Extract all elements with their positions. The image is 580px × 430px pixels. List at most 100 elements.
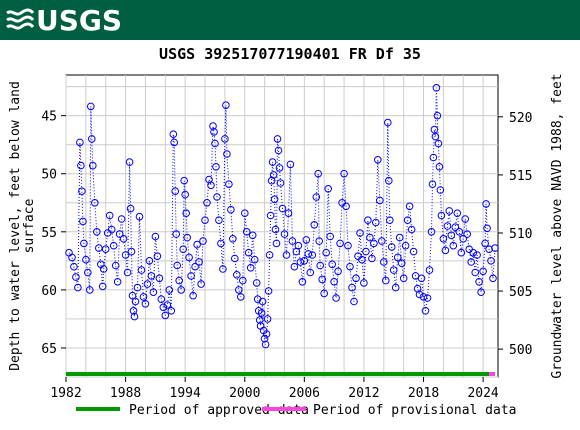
data-point xyxy=(113,278,122,286)
y-right-tick-label: 515 xyxy=(509,169,532,184)
data-point xyxy=(219,265,227,273)
data-point xyxy=(141,300,150,308)
data-point xyxy=(475,278,483,286)
data-point xyxy=(437,211,446,220)
data-point xyxy=(117,215,126,223)
data-point xyxy=(84,268,92,277)
data-point xyxy=(87,102,95,111)
data-point xyxy=(278,204,287,213)
approved-period-bar xyxy=(66,372,490,376)
data-point xyxy=(248,231,257,240)
y-axis-left-label-line2: surface xyxy=(22,198,37,253)
data-point xyxy=(489,274,497,283)
data-point xyxy=(129,307,138,315)
x-tick-label: 1982 xyxy=(50,386,81,401)
data-point xyxy=(182,209,190,217)
data-point xyxy=(242,228,251,236)
data-point xyxy=(167,307,176,315)
data-point xyxy=(316,261,325,270)
data-point xyxy=(261,340,270,349)
data-point xyxy=(461,215,470,223)
data-point xyxy=(434,139,443,148)
data-point xyxy=(127,247,136,256)
data-point xyxy=(290,262,299,271)
data-point xyxy=(128,291,137,300)
data-point xyxy=(477,288,485,296)
data-point xyxy=(252,279,261,287)
data-point xyxy=(425,266,434,274)
data-point xyxy=(451,223,460,231)
data-point xyxy=(163,301,172,309)
y-right-tick-label: 505 xyxy=(509,285,532,300)
data-point xyxy=(315,237,324,245)
data-point xyxy=(482,200,490,208)
data-point xyxy=(294,241,303,250)
chart-title: USGS 392517077190401 FR Df 35 xyxy=(159,45,421,63)
data-point xyxy=(318,275,327,284)
data-point xyxy=(177,286,185,294)
data-point xyxy=(86,286,94,294)
data-point xyxy=(306,268,315,277)
y-left-tick-label: 45 xyxy=(41,110,57,125)
data-point xyxy=(98,282,107,291)
data-point xyxy=(171,187,179,195)
data-point xyxy=(336,239,344,248)
data-point xyxy=(207,181,215,190)
data-point xyxy=(298,278,307,286)
data-point xyxy=(405,202,414,211)
data-point xyxy=(155,274,164,283)
data-point xyxy=(275,164,284,172)
data-point xyxy=(223,150,231,158)
data-point xyxy=(322,248,331,257)
data-point xyxy=(485,245,493,253)
data-point xyxy=(302,236,311,244)
usgs-banner: USGS xyxy=(0,0,580,40)
data-point xyxy=(229,235,237,243)
data-point xyxy=(304,250,313,258)
data-point xyxy=(428,180,437,188)
data-point xyxy=(403,216,412,224)
data-point xyxy=(244,248,253,257)
usgs-wave-icon xyxy=(6,7,34,33)
data-point xyxy=(82,255,90,264)
data-point xyxy=(449,241,458,250)
data-point xyxy=(130,312,139,321)
x-tick-label: 1994 xyxy=(170,386,201,401)
data-point xyxy=(348,283,356,292)
period-bars xyxy=(66,372,496,376)
data-point xyxy=(346,262,354,271)
data-point xyxy=(308,251,317,259)
data-point xyxy=(250,255,259,264)
data-point xyxy=(268,158,277,166)
data-point xyxy=(433,111,442,120)
x-tick-label: 1988 xyxy=(110,386,141,401)
data-point xyxy=(427,228,436,236)
data-point xyxy=(330,278,338,286)
data-point xyxy=(151,232,160,241)
provisional-period-bar xyxy=(489,372,496,376)
y-left-tick-label: 65 xyxy=(41,342,57,357)
x-tick-label: 2024 xyxy=(467,386,498,401)
data-point xyxy=(296,258,305,266)
data-point xyxy=(76,138,84,147)
data-point xyxy=(431,132,440,141)
y-left-tick-label: 60 xyxy=(41,284,57,299)
data-point xyxy=(386,216,394,224)
data-point xyxy=(326,232,335,241)
data-point xyxy=(310,221,319,229)
data-point xyxy=(266,211,275,220)
data-point xyxy=(435,163,444,171)
usgs-logo[interactable]: USGS xyxy=(6,3,122,37)
data-point xyxy=(265,251,274,259)
data-point xyxy=(180,176,188,185)
groundwater-chart: USGS 392517077190401 FR Df 35 1982 1988 19… xyxy=(8,45,565,418)
data-point xyxy=(382,276,390,285)
data-point xyxy=(370,239,378,248)
data-point xyxy=(409,247,418,256)
data-point xyxy=(393,253,402,262)
data-point xyxy=(181,190,189,199)
data-point xyxy=(257,309,266,317)
data-point xyxy=(170,138,178,147)
data-point xyxy=(125,158,134,166)
data-point xyxy=(350,297,358,306)
